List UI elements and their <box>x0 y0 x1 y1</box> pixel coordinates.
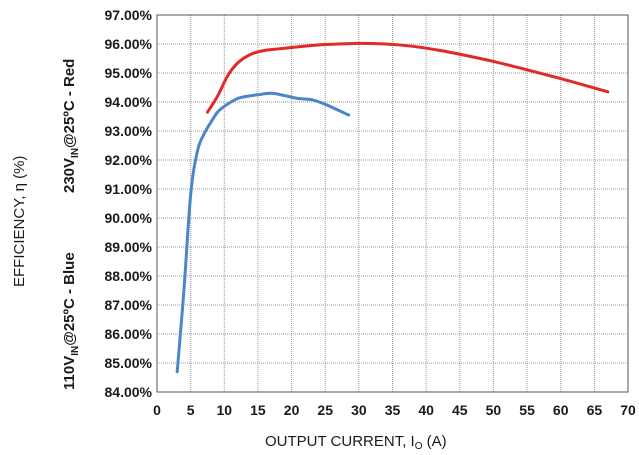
x-tick-label: 5 <box>187 402 195 418</box>
x-tick-label: 0 <box>153 402 161 418</box>
x-tick-label: 15 <box>250 402 266 418</box>
y-axis-title: EFFICIENCY, η (%) <box>11 156 28 287</box>
x-tick-label: 30 <box>351 402 367 418</box>
x-tick-label: 40 <box>418 402 434 418</box>
y-axis-label-red: 230VIN@25ºC - Red <box>61 59 81 193</box>
x-tick-label: 25 <box>317 402 333 418</box>
y-tick-label: 95.00% <box>105 65 153 81</box>
y-tick-label: 86.00% <box>105 326 153 342</box>
series-line-blue <box>175 91 351 374</box>
x-title-sub: O <box>415 441 423 452</box>
y-tick-label: 84.00% <box>105 384 153 400</box>
y-tick-label: 94.00% <box>105 94 153 110</box>
x-tick-label: 35 <box>385 402 401 418</box>
plot-area-frame <box>156 14 629 393</box>
y-tick-label: 92.00% <box>105 152 153 168</box>
y-tick-label: 91.00% <box>105 181 153 197</box>
x-tick-labels: 0 5 10 15 20 25 30 35 40 45 50 55 60 65 70 <box>153 402 636 418</box>
x-tick-label: 45 <box>452 402 468 418</box>
x-tick-label: 50 <box>486 402 502 418</box>
x-tick-label: 60 <box>553 402 569 418</box>
y-tick-label: 97.00% <box>105 7 153 23</box>
series-line-red <box>205 41 610 114</box>
y-axis-label-blue: 110VIN@25ºC - Blue <box>61 252 81 390</box>
y-red-sub: IN <box>70 148 81 158</box>
y-tick-label: 96.00% <box>105 36 153 52</box>
x-tick-label: 55 <box>519 402 535 418</box>
x-tick-label: 10 <box>216 402 232 418</box>
x-tick-label: 20 <box>284 402 300 418</box>
y-tick-label: 87.00% <box>105 297 153 313</box>
y-tick-label: 89.00% <box>105 239 153 255</box>
x-tick-label: 70 <box>620 402 636 418</box>
y-tick-label: 85.00% <box>105 355 153 371</box>
x-axis-title: OUTPUT CURRENT, IO (A) <box>265 433 447 452</box>
y-red-post: @25ºC - Red <box>61 59 78 148</box>
y-blue-post: @25ºC - Blue <box>61 252 78 345</box>
y-blue-pre: 110V <box>61 356 78 390</box>
series-layer <box>175 41 610 374</box>
x-tick-label: 65 <box>587 402 603 418</box>
y-tick-label: 88.00% <box>105 268 153 284</box>
y-tick-labels: 84.00% 85.00% 86.00% 87.00% 88.00% 89.00% 90.0… <box>105 7 153 400</box>
y-tick-label: 93.00% <box>105 123 153 139</box>
x-title-unit: (A) <box>423 433 447 450</box>
y-blue-sub: IN <box>70 346 81 356</box>
x-title-main: OUTPUT CURRENT, I <box>265 433 415 450</box>
y-tick-label: 90.00% <box>105 210 153 226</box>
y-red-pre: 230V <box>61 158 78 193</box>
